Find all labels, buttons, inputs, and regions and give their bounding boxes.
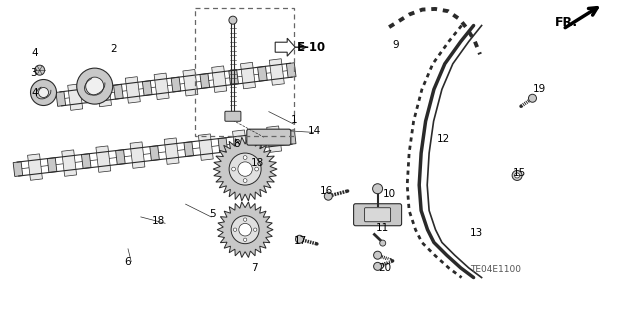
Polygon shape [228,70,239,85]
FancyBboxPatch shape [225,111,241,121]
Circle shape [234,228,237,231]
Polygon shape [84,88,95,103]
Circle shape [77,68,113,104]
Text: 3: 3 [30,68,36,78]
Polygon shape [113,84,124,99]
Circle shape [372,184,383,194]
Polygon shape [164,138,179,164]
Polygon shape [183,70,198,96]
Bar [195,8,294,136]
Polygon shape [47,158,57,173]
Polygon shape [125,77,140,103]
Polygon shape [81,154,91,168]
Polygon shape [213,137,277,201]
Polygon shape [28,154,42,180]
Circle shape [515,173,520,178]
Circle shape [86,77,104,95]
Circle shape [529,94,536,102]
Circle shape [374,251,381,259]
Circle shape [229,16,237,24]
Polygon shape [61,150,77,176]
Text: 18: 18 [152,216,165,226]
Text: FR.: FR. [555,16,578,29]
Circle shape [512,170,522,181]
Text: 7: 7 [252,263,258,273]
Text: 8: 8 [234,138,240,149]
Polygon shape [13,162,22,176]
Circle shape [253,228,257,231]
Text: 5: 5 [209,209,216,219]
Polygon shape [150,146,159,160]
Polygon shape [171,77,181,92]
Polygon shape [154,73,169,100]
Text: 13: 13 [470,228,483,238]
FancyBboxPatch shape [365,208,390,222]
Polygon shape [116,150,125,165]
Polygon shape [130,142,145,168]
Text: 16: 16 [320,186,333,196]
Text: 2: 2 [111,44,117,55]
Text: 4: 4 [31,48,38,58]
Text: 9: 9 [392,40,399,50]
Circle shape [31,79,56,106]
Polygon shape [257,66,268,81]
Circle shape [232,167,236,171]
Circle shape [38,87,49,98]
Text: E-10: E-10 [297,41,326,54]
Text: 11: 11 [376,223,389,233]
Text: 15: 15 [513,168,526,178]
Polygon shape [200,73,210,88]
Polygon shape [97,80,111,107]
Polygon shape [287,130,296,145]
Text: 14: 14 [308,126,321,136]
Circle shape [231,216,259,244]
Circle shape [243,218,247,221]
Circle shape [255,167,259,171]
Polygon shape [218,138,228,152]
Polygon shape [275,38,295,56]
Polygon shape [96,146,111,172]
Polygon shape [267,126,282,152]
FancyBboxPatch shape [247,129,291,145]
Text: 1: 1 [291,115,298,125]
Circle shape [243,238,247,241]
Text: 17: 17 [294,236,307,246]
Text: 12: 12 [437,134,450,144]
Text: 18: 18 [251,158,264,168]
Circle shape [324,192,332,200]
Polygon shape [56,92,66,106]
Polygon shape [212,66,227,93]
Circle shape [380,240,386,246]
Circle shape [229,153,261,185]
Polygon shape [232,130,248,156]
Polygon shape [142,81,152,96]
Circle shape [374,262,381,271]
Polygon shape [184,142,193,157]
Text: 19: 19 [533,84,546,94]
Polygon shape [217,202,273,257]
Polygon shape [252,134,262,149]
Polygon shape [286,63,296,78]
Text: 10: 10 [383,189,396,199]
Circle shape [35,65,45,75]
Polygon shape [241,62,255,89]
Circle shape [243,156,247,160]
Circle shape [238,162,252,176]
Text: 6: 6 [125,256,131,267]
Polygon shape [68,84,83,110]
Circle shape [243,179,247,182]
Circle shape [239,223,252,236]
FancyBboxPatch shape [353,204,402,226]
Polygon shape [269,59,284,85]
Polygon shape [198,134,213,160]
Text: TE04E1100: TE04E1100 [470,265,522,274]
Text: 4: 4 [31,87,38,98]
Circle shape [296,235,303,243]
Text: 20: 20 [379,263,392,273]
